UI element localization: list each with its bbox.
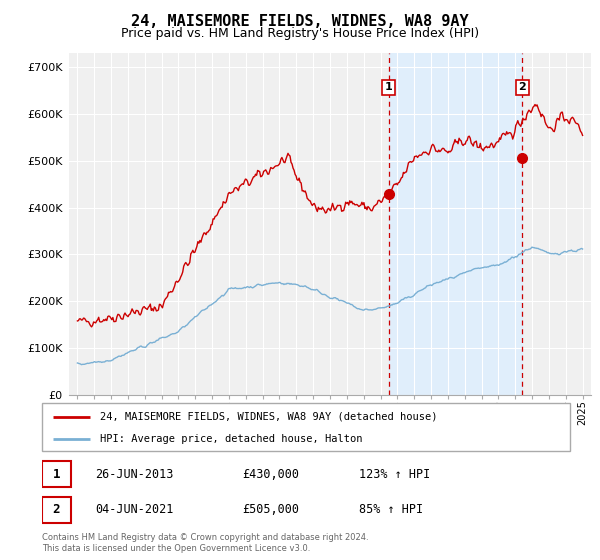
Text: 2: 2	[53, 503, 60, 516]
Text: Contains HM Land Registry data © Crown copyright and database right 2024.
This d: Contains HM Land Registry data © Crown c…	[42, 533, 368, 553]
Text: 2: 2	[518, 82, 526, 92]
Text: HPI: Average price, detached house, Halton: HPI: Average price, detached house, Halt…	[100, 434, 362, 444]
Text: 04-JUN-2021: 04-JUN-2021	[95, 503, 173, 516]
Text: £430,000: £430,000	[242, 468, 299, 480]
Text: Price paid vs. HM Land Registry's House Price Index (HPI): Price paid vs. HM Land Registry's House …	[121, 27, 479, 40]
FancyBboxPatch shape	[42, 461, 71, 487]
Text: 26-JUN-2013: 26-JUN-2013	[95, 468, 173, 480]
Text: 1: 1	[385, 82, 392, 92]
Text: 24, MAISEMORE FIELDS, WIDNES, WA8 9AY (detached house): 24, MAISEMORE FIELDS, WIDNES, WA8 9AY (d…	[100, 412, 437, 422]
FancyBboxPatch shape	[42, 403, 570, 451]
Text: 1: 1	[53, 468, 60, 480]
Bar	[389, 53, 522, 395]
Text: 85% ↑ HPI: 85% ↑ HPI	[359, 503, 423, 516]
Text: 123% ↑ HPI: 123% ↑ HPI	[359, 468, 430, 480]
Text: 24, MAISEMORE FIELDS, WIDNES, WA8 9AY: 24, MAISEMORE FIELDS, WIDNES, WA8 9AY	[131, 14, 469, 29]
FancyBboxPatch shape	[42, 497, 71, 522]
Text: £505,000: £505,000	[242, 503, 299, 516]
